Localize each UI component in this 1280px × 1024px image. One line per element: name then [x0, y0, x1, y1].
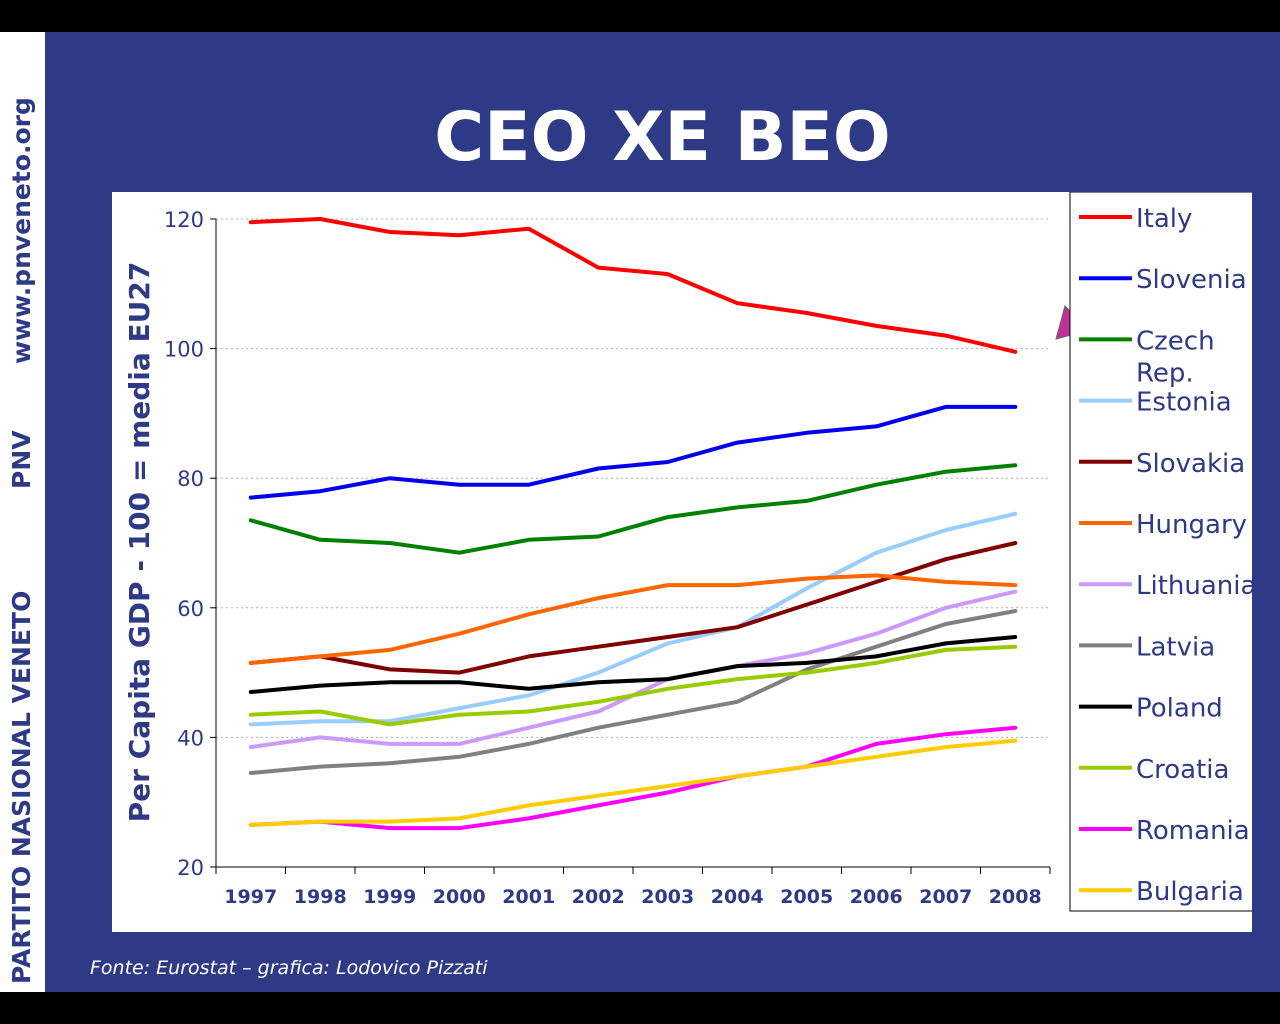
series-line — [248, 609, 1018, 775]
legend-label: Estonia — [1136, 388, 1232, 418]
x-tick-label: 2002 — [572, 886, 625, 908]
legend-label: Lithuania — [1136, 571, 1252, 601]
legend-box — [1069, 192, 1252, 912]
y-tick-label: 120 — [164, 208, 204, 232]
series-line — [248, 635, 1018, 694]
legend: Italy Slovenia Czech Rep.Estonia Slovakia Hun… — [1079, 204, 1252, 907]
website-url: www.pnveneto.org — [7, 97, 36, 364]
y-tick-label: 100 — [164, 338, 204, 362]
legend-label: Czech Rep. — [1136, 326, 1215, 388]
series-line — [248, 644, 1018, 727]
x-tick-label: 2006 — [850, 886, 903, 908]
series-line — [248, 217, 1018, 354]
series-line — [248, 463, 1018, 555]
legend-label: Hungary — [1136, 510, 1247, 540]
source-note: Fonte: Eurostat – grafica: Lodovico Pizz… — [90, 957, 488, 979]
y-tick-label: 80 — [177, 467, 204, 491]
party-name: PARTITO NASIONAL VENETO — [7, 590, 36, 984]
series-line — [248, 738, 1018, 827]
line-chart: 20 40 60 80 100 120 1997 1998 1999 2000 2001 2002 20… — [112, 192, 1252, 932]
legend-label: Latvia — [1136, 632, 1215, 662]
series-lines — [248, 217, 1018, 831]
x-tick-label: 1997 — [224, 886, 277, 908]
x-tick-label: 2005 — [780, 886, 833, 908]
legend-label: Slovenia — [1136, 265, 1247, 295]
x-tick-label: 1999 — [363, 886, 416, 908]
slide-title: CEO XE BEO — [434, 98, 891, 177]
x-tick-label: 2007 — [919, 886, 972, 908]
x-tick-label: 2008 — [989, 886, 1042, 908]
series-line — [248, 404, 1018, 500]
series-line — [248, 725, 1018, 831]
party-acronym: PNV — [7, 430, 36, 489]
legend-label: Poland — [1136, 694, 1223, 724]
x-tick-label: 1998 — [294, 886, 347, 908]
x-tick-label: 2001 — [502, 886, 555, 908]
x-tick-label: 2003 — [641, 886, 694, 908]
legend-label: Romania — [1136, 816, 1250, 846]
x-tick-label: 2004 — [711, 886, 764, 908]
y-tick-label: 60 — [177, 597, 204, 621]
legend-label: Bulgaria — [1136, 877, 1244, 907]
side-banner: PARTITO NASIONAL VENETO PNV www.pnveneto… — [0, 32, 45, 992]
x-tick-label: 2000 — [433, 886, 486, 908]
slide: CEO XE BEO 20 40 60 80 100 120 1997 1998 1999 200… — [45, 32, 1280, 992]
legend-label: Italy — [1136, 204, 1192, 234]
y-axis-label: Per Capita GDP - 100 = media EU27 — [123, 262, 156, 823]
y-tick-label: 20 — [177, 856, 204, 880]
y-tick-label: 40 — [177, 726, 204, 750]
legend-label: Slovakia — [1136, 449, 1245, 479]
series-line — [248, 573, 1018, 665]
axes: 20 40 60 80 100 120 1997 1998 1999 2000 2001 2002 20… — [164, 208, 1051, 908]
legend-label: Croatia — [1136, 755, 1229, 785]
